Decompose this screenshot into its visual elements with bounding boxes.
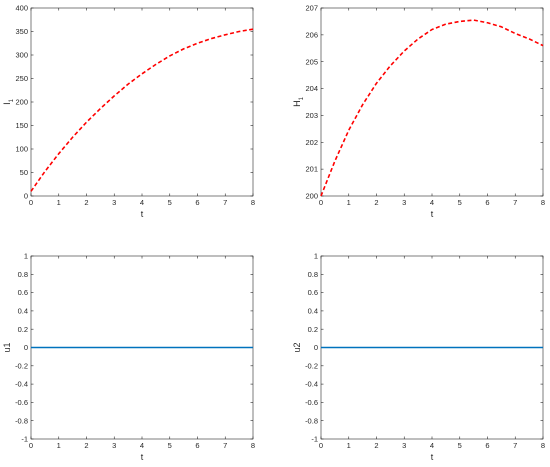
x-tick-label: 1 — [57, 198, 61, 207]
x-tick-label: 8 — [541, 198, 545, 207]
x-tick-label: 5 — [458, 441, 462, 450]
y-tick-label: 0.2 — [308, 325, 318, 334]
x-tick-label: 3 — [402, 198, 406, 207]
series-line — [30, 28, 254, 192]
x-tick-label: 1 — [347, 441, 351, 450]
y-tick-label: -0.8 — [305, 416, 318, 425]
x-tick-label: 6 — [485, 198, 489, 207]
x-tick-label: 3 — [112, 198, 116, 207]
x-tick-label: 4 — [430, 441, 434, 450]
y-tick-label: 200 — [305, 192, 318, 201]
x-tick-label: 4 — [140, 198, 144, 207]
y-axis-label: u2 — [292, 342, 302, 352]
y-axis-label-main: u2 — [292, 342, 302, 352]
x-tick-label: 5 — [168, 198, 172, 207]
chart-panel-3: 0 1 2 3 4 5 6 7 8 -1 -0.8 -0.6 -0.4 -0.2 0 0.2 0.4 0.6 0.8… — [2, 252, 255, 462]
y-tick-label: 1 — [314, 252, 318, 261]
series-line — [320, 19, 544, 197]
x-tick-label: 0 — [29, 198, 33, 207]
y-tick-label: 0 — [24, 343, 28, 352]
y-tick-label: -1 — [311, 435, 318, 444]
x-tick-label: 6 — [485, 441, 489, 450]
y-tick-label: 1 — [24, 252, 28, 261]
x-tick-label: 2 — [374, 198, 378, 207]
x-tick-label: 3 — [402, 441, 406, 450]
y-axis-label-main: H — [292, 100, 302, 107]
y-tick-label: 0 — [24, 192, 28, 201]
y-tick-label: 207 — [305, 4, 318, 13]
y-tick-label: 0.4 — [18, 307, 28, 316]
y-tick-label: 0.2 — [18, 325, 28, 334]
x-tick-label: 1 — [347, 198, 351, 207]
x-tick-label: 5 — [168, 441, 172, 450]
x-axis-label: t — [141, 209, 144, 219]
y-tick-label: -0.2 — [305, 361, 318, 370]
y-tick-label: 0 — [314, 343, 318, 352]
x-tick-label: 0 — [29, 441, 33, 450]
y-tick-label: 0.6 — [308, 288, 318, 297]
y-axis-label-subscript: 1 — [299, 96, 305, 100]
x-tick-label: 8 — [251, 441, 255, 450]
y-tick-label: -0.4 — [15, 380, 28, 389]
y-tick-label: 150 — [15, 121, 28, 130]
y-tick-label: 200 — [15, 98, 28, 107]
chart-panel-4: 0 1 2 3 4 5 6 7 8 -1 -0.8 -0.6 -0.4 -0.2 0 0.2 0.4 0.6 0.8… — [292, 252, 545, 462]
y-tick-label: 203 — [305, 111, 318, 120]
y-tick-label: 0.8 — [18, 270, 28, 279]
plot-area-frame — [30, 7, 254, 197]
x-tick-label: 6 — [195, 198, 199, 207]
y-tick-label: 350 — [15, 27, 28, 36]
y-axis-label: I1 — [2, 98, 15, 105]
x-tick-label: 7 — [223, 441, 227, 450]
y-tick-label: -0.6 — [15, 398, 28, 407]
x-tick-label: 7 — [223, 198, 227, 207]
x-tick-label: 2 — [374, 441, 378, 450]
x-tick-label: 8 — [251, 198, 255, 207]
y-tick-label: 0.8 — [308, 270, 318, 279]
y-tick-label: 205 — [305, 57, 318, 66]
x-tick-label: 1 — [57, 441, 61, 450]
y-tick-label: -0.2 — [15, 361, 28, 370]
y-axis-label-main: I — [2, 102, 12, 105]
y-tick-label: 204 — [305, 84, 318, 93]
x-tick-label: 4 — [430, 198, 434, 207]
y-tick-label: -0.4 — [305, 380, 318, 389]
x-tick-label: 4 — [140, 441, 144, 450]
x-tick-label: 0 — [319, 198, 323, 207]
x-tick-label: 0 — [319, 441, 323, 450]
y-tick-label: 206 — [305, 30, 318, 39]
x-tick-label: 2 — [84, 198, 88, 207]
x-tick-label: 5 — [458, 198, 462, 207]
x-tick-label: 3 — [112, 441, 116, 450]
x-axis-label: t — [431, 452, 434, 462]
y-tick-label: 0.6 — [18, 288, 28, 297]
y-tick-label: -1 — [21, 435, 28, 444]
x-axis-label: t — [141, 452, 144, 462]
y-axis-label: H1 — [292, 96, 305, 107]
y-tick-label: 100 — [15, 145, 28, 154]
x-tick-label: 7 — [513, 441, 517, 450]
y-tick-label: 202 — [305, 138, 318, 147]
y-tick-label: 400 — [15, 4, 28, 13]
y-axis-label-subscript: 1 — [9, 98, 15, 102]
y-tick-label: 50 — [20, 168, 28, 177]
y-tick-label: -0.8 — [15, 416, 28, 425]
x-axis-label: t — [431, 209, 434, 219]
plot-area-frame — [320, 7, 544, 197]
y-tick-label: -0.6 — [305, 398, 318, 407]
x-tick-label: 6 — [195, 441, 199, 450]
y-tick-label: 250 — [15, 74, 28, 83]
y-axis-label-main: u1 — [2, 342, 12, 352]
x-tick-label: 7 — [513, 198, 517, 207]
x-tick-label: 2 — [84, 441, 88, 450]
x-tick-label: 8 — [541, 441, 545, 450]
y-tick-label: 0.4 — [308, 307, 318, 316]
y-tick-label: 201 — [305, 165, 318, 174]
y-axis-label: u1 — [2, 342, 12, 352]
y-tick-label: 300 — [15, 51, 28, 60]
